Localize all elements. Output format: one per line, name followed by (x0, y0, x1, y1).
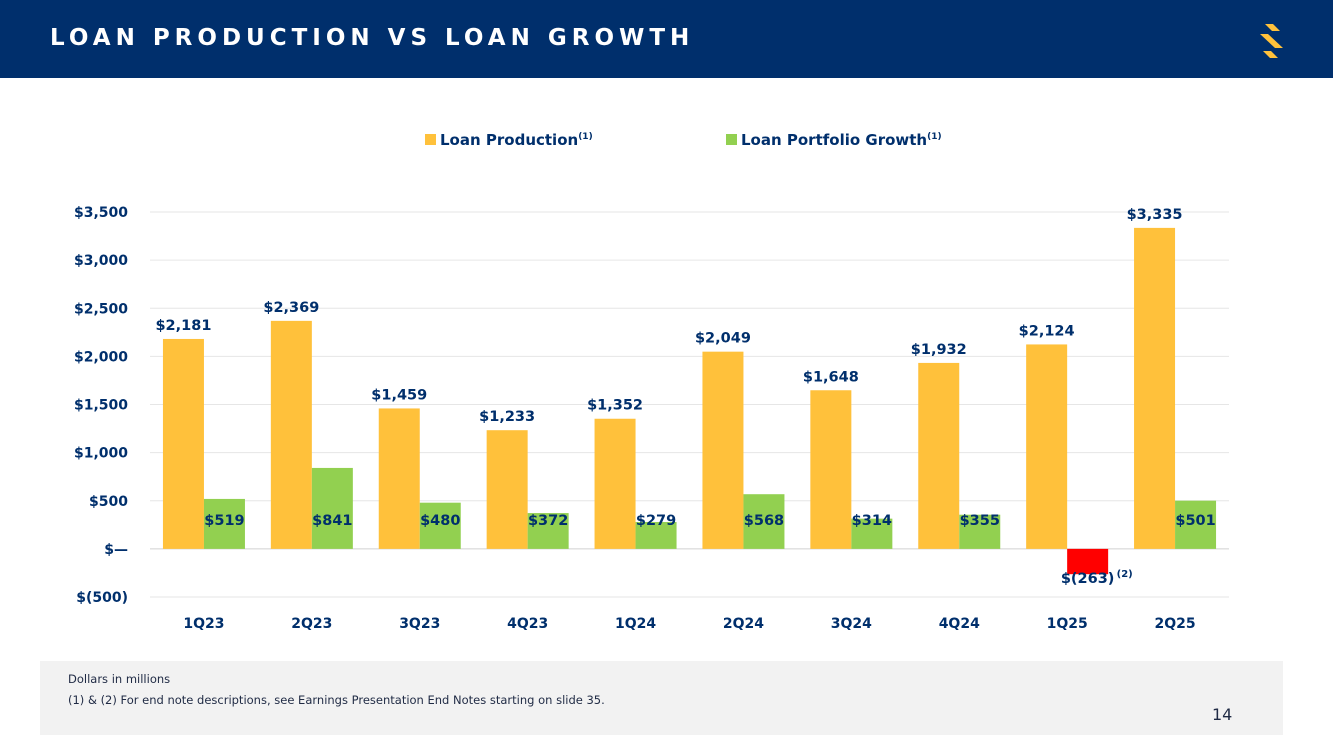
y-tick-label: $— (104, 542, 128, 558)
legend-swatch-production (425, 134, 436, 145)
bar-production-1q25 (1026, 344, 1068, 549)
data-label-production: $1,459 (371, 387, 427, 403)
bar-growth-2q23 (311, 467, 353, 549)
y-tick-label: $3,500 (74, 205, 128, 221)
bar-production-2q24 (702, 351, 744, 549)
legend-label-production: Loan Production (440, 131, 579, 149)
data-label-production: $1,352 (587, 398, 643, 414)
bar-production-4q24 (918, 362, 960, 549)
bar-production-2q25 (1134, 227, 1176, 549)
bar-growth-3q24 (851, 518, 893, 549)
y-tick-label: $2,000 (74, 349, 128, 365)
footnote-units: Dollars in millions (68, 672, 171, 686)
data-label-growth: $501 (1175, 513, 1215, 529)
y-tick-label: $1,000 (74, 446, 128, 462)
x-tick-label: 4Q24 (939, 616, 980, 632)
bar-production-1q23 (162, 338, 204, 549)
y-tick-label: $3,000 (74, 253, 128, 269)
x-tick-label: 3Q23 (399, 616, 440, 632)
bar-growth-1q23 (203, 498, 245, 549)
data-label-production: $1,648 (803, 369, 859, 385)
y-tick-label: $1,500 (74, 398, 128, 414)
data-label-growth: $372 (528, 513, 568, 529)
legend-note-growth: (1) (927, 132, 942, 142)
data-label-production: $2,369 (263, 300, 319, 316)
legend-label-growth: Loan Portfolio Growth (741, 131, 928, 149)
bar-production-3q24 (810, 390, 852, 549)
bar-growth-1q25 (1067, 548, 1109, 575)
data-label-growth: $279 (636, 513, 676, 529)
bar-growth-4q24 (959, 514, 1001, 549)
y-tick-label: $(500) (76, 590, 128, 606)
page-number: 14 (1212, 705, 1233, 724)
data-label-production: $2,181 (155, 318, 211, 334)
data-label-growth: $314 (852, 513, 892, 529)
bar-production-3q23 (378, 408, 420, 549)
bar-production-1q24 (594, 418, 636, 549)
legend-note-production: (1) (578, 132, 593, 142)
x-tick-label: 1Q24 (615, 616, 656, 632)
page-title: LOAN PRODUCTION VS LOAN GROWTH (50, 25, 695, 51)
data-label-production: $1,932 (911, 342, 967, 358)
data-label-production: $2,124 (1019, 323, 1075, 339)
bar-growth-3q23 (419, 502, 461, 549)
data-label-growth: $568 (744, 513, 784, 529)
data-label-growth: $355 (960, 513, 1000, 529)
legend-swatch-growth (726, 134, 737, 145)
x-tick-label: 3Q24 (831, 616, 872, 632)
data-label-growth: $(263) (1061, 571, 1115, 587)
data-label-growth: $519 (204, 513, 244, 529)
bar-growth-1q24 (635, 522, 677, 549)
bar-production-4q23 (486, 430, 528, 549)
bar-chart: $(500) $— $500 $1,000 $1,500 $2,000 $2,500 $3,0… (74, 205, 1229, 632)
footnote-endnotes: (1) & (2) For end note descriptions, see… (68, 693, 605, 707)
data-label-note: (2) (1117, 569, 1133, 580)
x-tick-label: 2Q23 (291, 616, 332, 632)
header-bar: LOAN PRODUCTION VS LOAN GROWTH (0, 0, 1333, 78)
bar-growth-2q25 (1175, 500, 1217, 549)
data-label-production: $2,049 (695, 331, 751, 347)
x-tick-label: 4Q23 (507, 616, 548, 632)
x-tick-label: 2Q24 (723, 616, 764, 632)
data-label-production: $1,233 (479, 409, 535, 425)
bar-growth-2q24 (743, 494, 785, 549)
footer-notes: Dollars in millions (1) & (2) For end no… (40, 661, 1283, 735)
x-tick-label: 1Q23 (183, 616, 224, 632)
bar-growth-4q23 (527, 513, 569, 549)
data-label-growth: $841 (312, 513, 352, 529)
x-tick-label: 1Q25 (1047, 616, 1088, 632)
s-logo-icon (1260, 24, 1283, 58)
legend-item-growth: Loan Portfolio Growth(1) (726, 131, 942, 149)
x-tick-label: 2Q25 (1154, 616, 1195, 632)
data-label-production: $3,335 (1127, 207, 1183, 223)
y-tick-label: $2,500 (74, 301, 128, 317)
legend-item-production: Loan Production(1) (425, 131, 593, 149)
bar-production-2q23 (270, 320, 312, 549)
data-label-growth: $480 (420, 513, 460, 529)
y-tick-label: $500 (89, 494, 128, 510)
